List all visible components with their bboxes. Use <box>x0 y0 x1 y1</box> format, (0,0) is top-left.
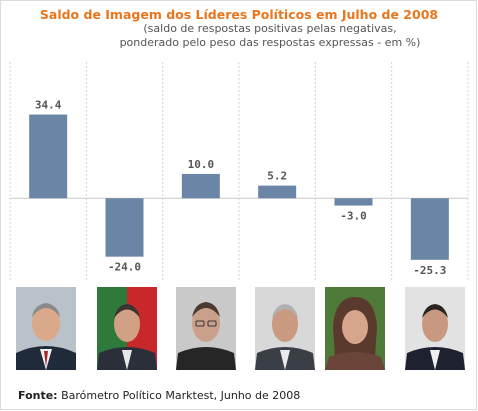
leader-portrait-2 <box>97 287 157 370</box>
source-note: Fonte: Barómetro Político Marktest, Junh… <box>18 389 300 402</box>
chart-subtitle-line-1: (saldo de respostas positivas pelas nega… <box>143 22 397 35</box>
bar-chart: 34.4 -24.0 10.0 5.2 -3.0 -25.3 <box>9 62 469 281</box>
source-text: Barómetro Político Marktest, Junho de 20… <box>61 389 301 402</box>
value-label-2: -24.0 <box>108 261 141 274</box>
leader-portrait-3 <box>176 287 236 370</box>
value-label-4: 5.2 <box>267 170 287 183</box>
bar-5 <box>334 198 373 206</box>
leader-portrait-5 <box>325 287 385 370</box>
bar-2 <box>105 198 144 257</box>
value-label-1: 34.4 <box>35 99 62 112</box>
bar-6 <box>410 198 449 260</box>
chart-subtitle-line-2: ponderado pelo peso das respostas expres… <box>119 36 421 49</box>
value-label-6: -25.3 <box>413 264 446 277</box>
bar-3 <box>181 173 220 199</box>
value-labels: 34.4 -24.0 10.0 5.2 -3.0 -25.3 <box>35 99 446 277</box>
value-label-3: 10.0 <box>188 158 215 171</box>
source-label: Fonte: <box>18 389 58 402</box>
leader-portrait-1 <box>16 287 76 370</box>
bar-1 <box>29 114 68 199</box>
chart-title: Saldo de Imagem dos Líderes Políticos em… <box>39 7 439 22</box>
chart-grid <box>9 62 469 281</box>
leader-portrait-4 <box>255 287 315 370</box>
bar-4 <box>258 185 297 199</box>
value-label-5: -3.0 <box>340 210 367 223</box>
leader-portrait-6 <box>405 287 465 370</box>
bars <box>29 114 449 260</box>
